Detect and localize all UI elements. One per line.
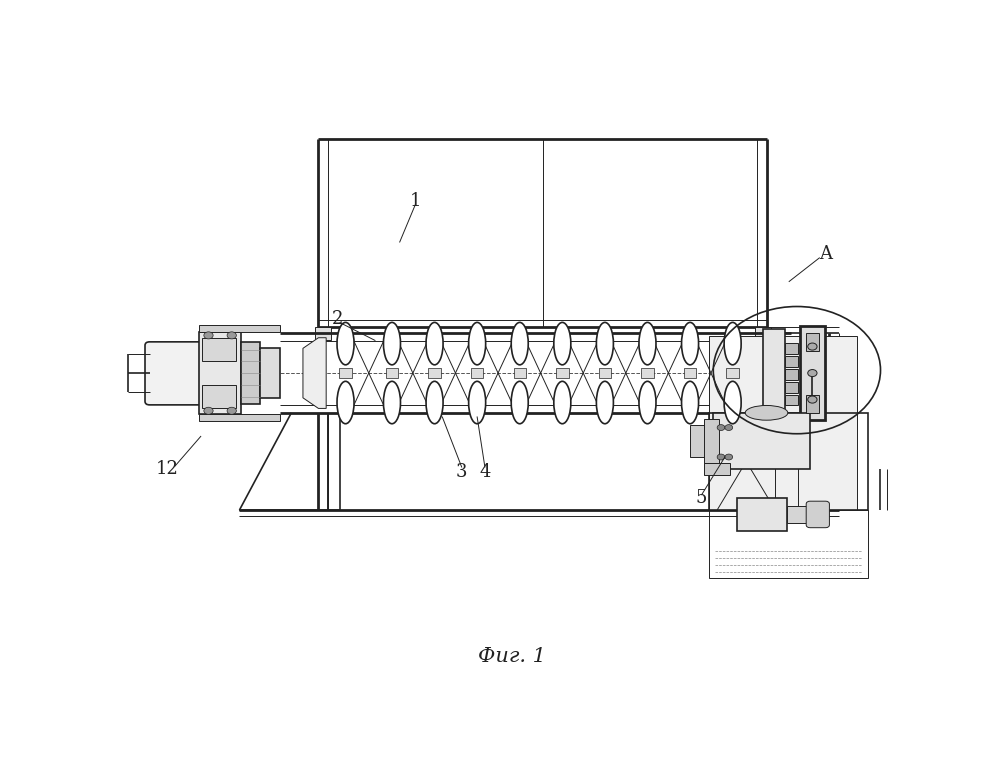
Bar [598, 369, 611, 378]
FancyBboxPatch shape [806, 501, 829, 528]
Bar [806, 396, 818, 413]
Circle shape [808, 343, 817, 350]
Bar [736, 498, 787, 531]
Circle shape [204, 407, 213, 415]
Bar [709, 337, 856, 510]
Ellipse shape [639, 381, 656, 424]
Bar [556, 369, 568, 378]
Bar [784, 369, 798, 379]
Bar [690, 425, 713, 457]
Ellipse shape [384, 381, 401, 424]
Bar [713, 413, 810, 469]
Bar [704, 418, 719, 463]
Bar [806, 333, 818, 350]
Circle shape [227, 407, 237, 415]
Ellipse shape [596, 381, 613, 424]
Bar [340, 369, 352, 378]
Ellipse shape [745, 405, 788, 420]
Bar [471, 369, 484, 378]
Bar [386, 369, 399, 378]
Circle shape [204, 332, 213, 339]
Bar [241, 343, 261, 404]
Bar [709, 413, 868, 510]
Circle shape [725, 425, 732, 431]
Ellipse shape [426, 381, 444, 424]
Bar [800, 326, 825, 420]
Text: 3: 3 [456, 463, 468, 480]
Ellipse shape [469, 322, 486, 365]
Bar [784, 356, 798, 366]
Ellipse shape [426, 322, 444, 365]
Bar [199, 325, 280, 332]
Text: 4: 4 [480, 463, 491, 480]
Ellipse shape [553, 381, 570, 424]
Bar [709, 510, 868, 578]
Bar [784, 343, 798, 353]
Bar [684, 369, 696, 378]
Ellipse shape [681, 322, 698, 365]
Ellipse shape [511, 381, 528, 424]
Ellipse shape [724, 322, 741, 365]
Ellipse shape [337, 381, 354, 424]
Bar [429, 369, 441, 378]
Bar [726, 369, 739, 378]
Bar [784, 395, 798, 405]
Circle shape [808, 369, 817, 376]
Circle shape [717, 425, 725, 431]
Text: 12: 12 [156, 460, 179, 478]
Text: Фиг. 1: Фиг. 1 [479, 646, 545, 666]
Bar [641, 369, 653, 378]
Bar [199, 415, 280, 422]
Bar [261, 348, 280, 398]
Bar [787, 506, 814, 523]
Text: 2: 2 [332, 310, 344, 327]
Ellipse shape [337, 322, 354, 365]
Bar [784, 382, 798, 392]
Ellipse shape [469, 381, 486, 424]
Bar [316, 327, 331, 340]
Text: 1: 1 [410, 192, 421, 210]
Ellipse shape [639, 322, 656, 365]
Polygon shape [303, 337, 326, 409]
Circle shape [808, 396, 817, 403]
FancyBboxPatch shape [145, 342, 203, 405]
Circle shape [717, 454, 725, 460]
Bar [763, 329, 784, 417]
Ellipse shape [596, 322, 613, 365]
Bar [202, 337, 237, 361]
Bar [513, 369, 525, 378]
Circle shape [725, 454, 732, 460]
Ellipse shape [553, 322, 570, 365]
Ellipse shape [724, 381, 741, 424]
Bar [704, 463, 729, 474]
Bar [755, 327, 770, 340]
Ellipse shape [681, 381, 698, 424]
Text: 5: 5 [696, 490, 707, 507]
Circle shape [227, 332, 237, 339]
Text: A: A [819, 245, 832, 263]
Bar [199, 332, 241, 415]
Ellipse shape [511, 322, 528, 365]
Bar [202, 385, 237, 409]
Ellipse shape [384, 322, 401, 365]
